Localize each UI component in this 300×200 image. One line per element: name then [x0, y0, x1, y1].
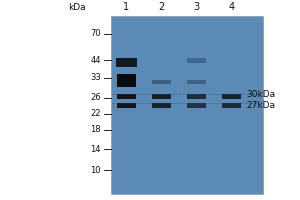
Bar	[152, 80, 171, 84]
Text: 33: 33	[90, 73, 101, 82]
Bar	[222, 103, 241, 108]
Text: 1: 1	[123, 2, 130, 12]
Text: 70: 70	[90, 29, 101, 38]
Bar	[152, 94, 171, 99]
Text: 18: 18	[90, 125, 101, 134]
Bar	[116, 74, 136, 87]
Text: 10: 10	[90, 166, 101, 175]
Bar	[152, 103, 171, 108]
Bar	[187, 80, 206, 84]
Text: 27kDa: 27kDa	[247, 101, 276, 110]
Text: kDa: kDa	[68, 3, 86, 12]
Bar	[187, 103, 206, 108]
Bar	[187, 58, 206, 63]
Bar	[187, 94, 206, 99]
Text: 3: 3	[194, 2, 200, 12]
Text: 14: 14	[90, 145, 101, 154]
Bar	[222, 94, 241, 99]
Bar	[111, 16, 263, 194]
Text: 4: 4	[228, 2, 235, 12]
Bar	[117, 94, 136, 99]
Bar	[116, 58, 137, 67]
Text: 26: 26	[90, 93, 101, 102]
Text: 44: 44	[90, 56, 101, 65]
Text: 22: 22	[90, 109, 101, 118]
Text: 30kDa: 30kDa	[247, 90, 276, 99]
Bar	[117, 103, 136, 108]
Text: 2: 2	[158, 2, 165, 12]
